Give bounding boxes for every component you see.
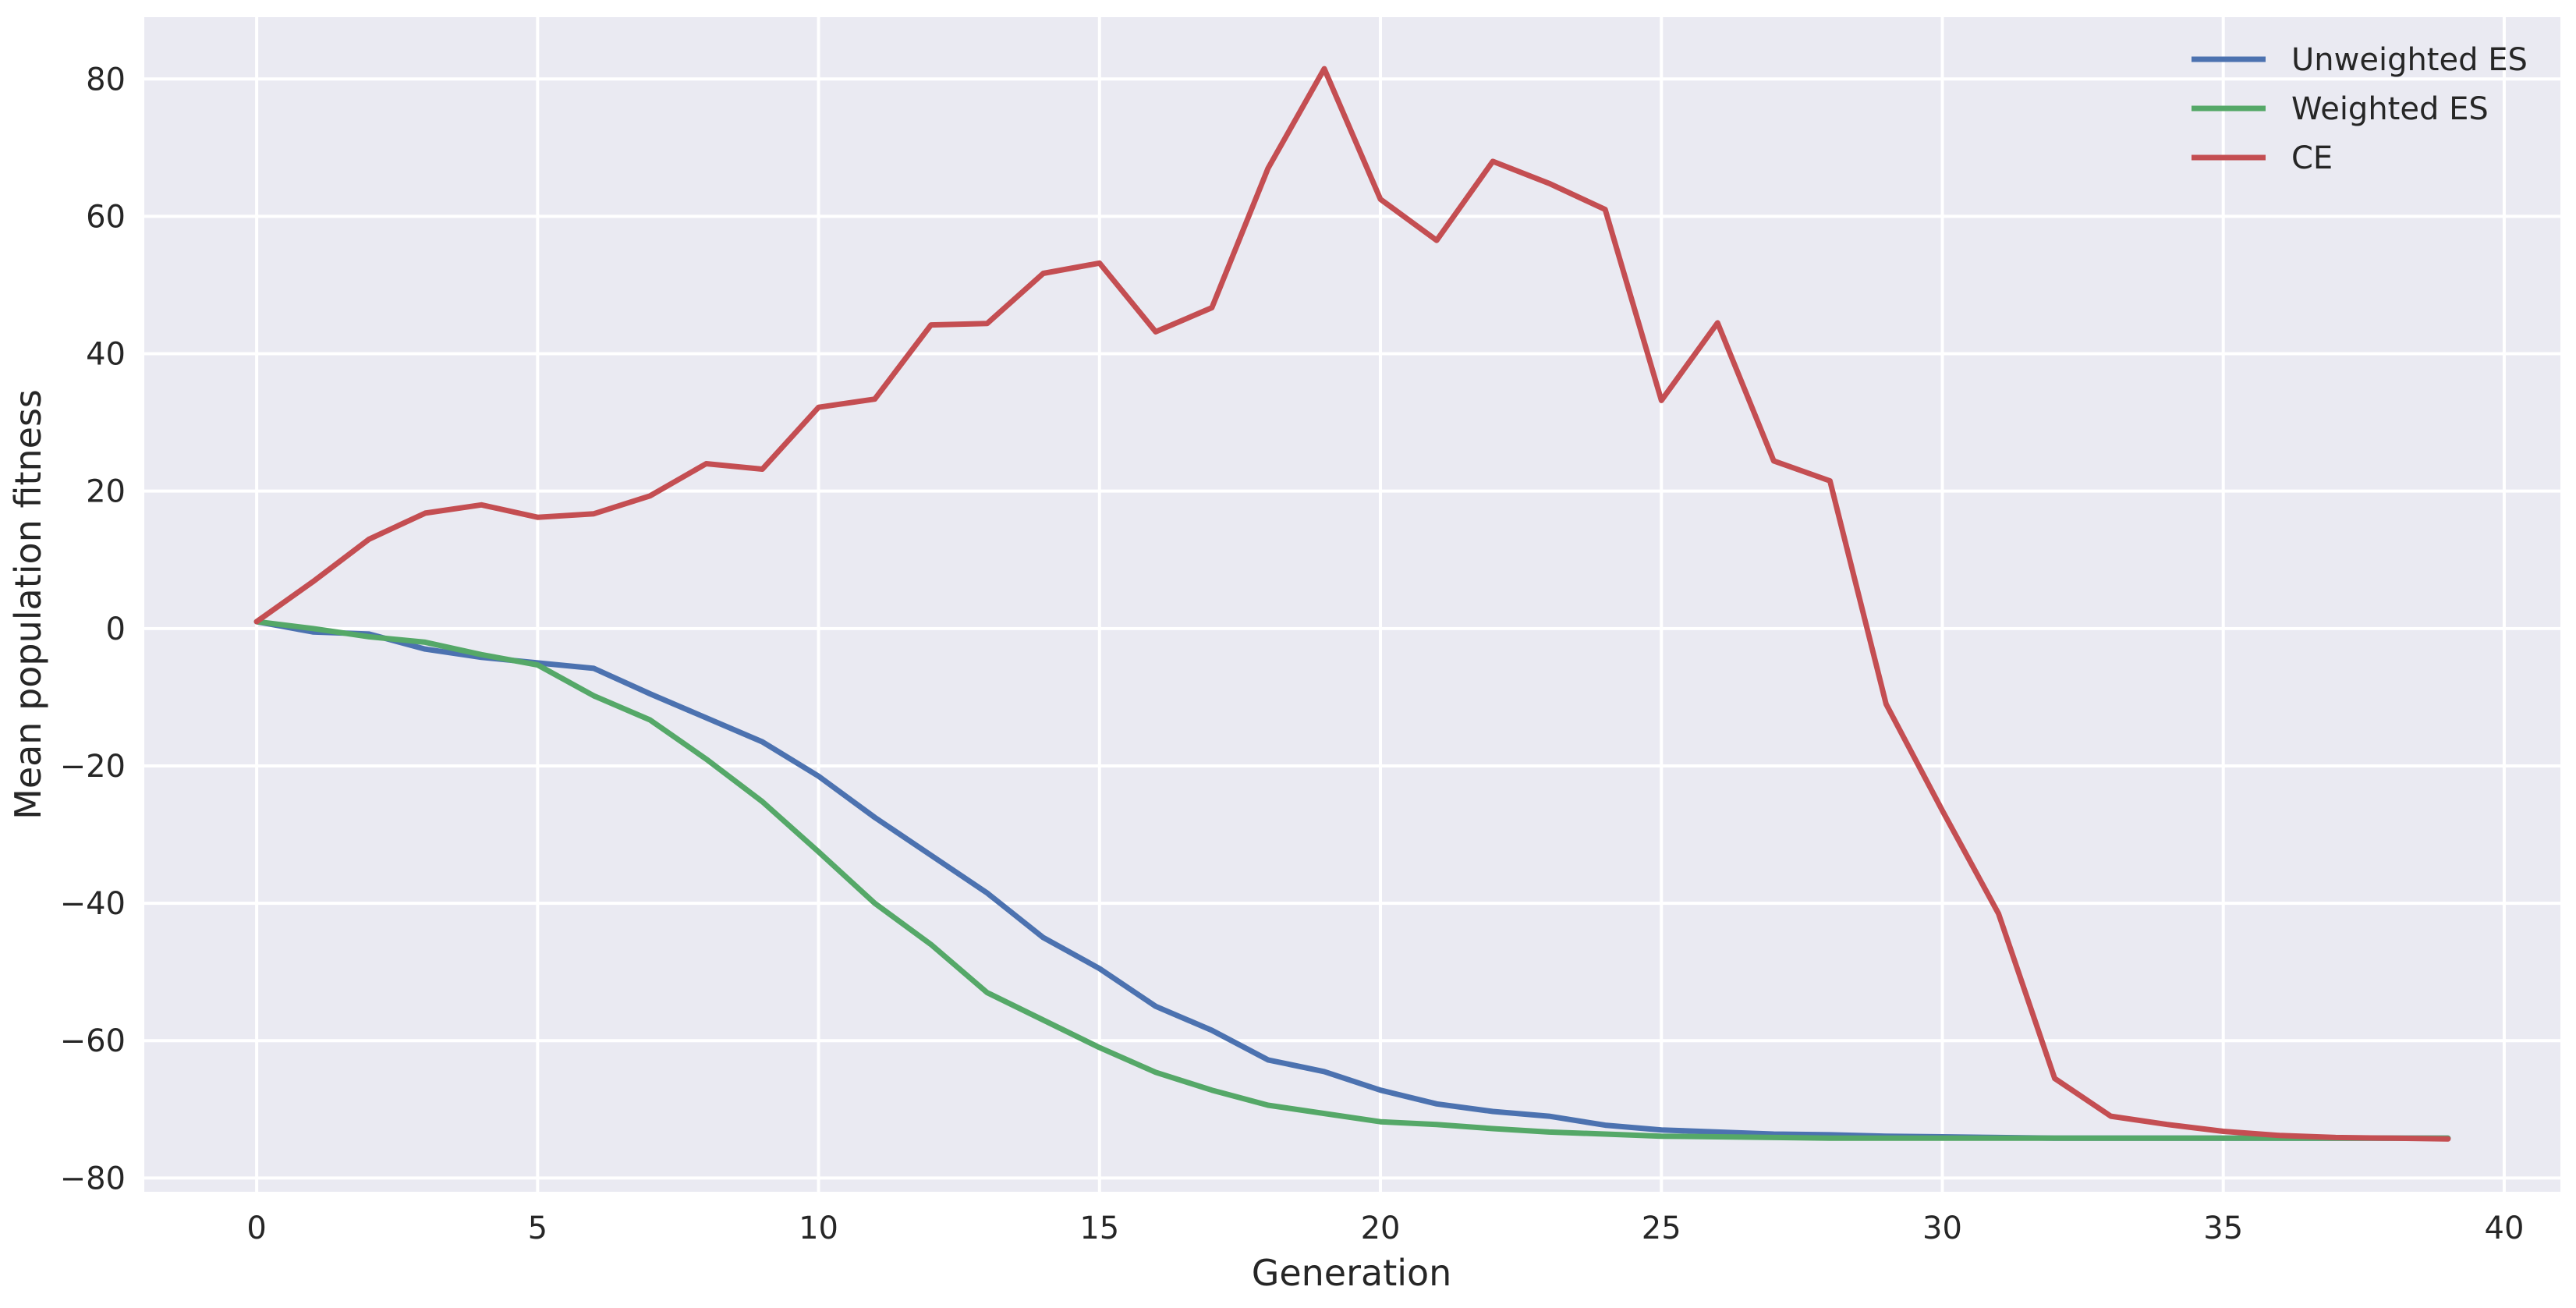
- y-axis-label: Mean population fitness: [7, 389, 49, 820]
- legend: Unweighted ES Weighted ES CE: [2192, 42, 2528, 176]
- x-tick-labels: 0 5 10 15 20 25 30 35 40: [246, 1211, 2524, 1246]
- x-tick-label: 30: [1922, 1211, 1962, 1246]
- y-tick-label: 0: [106, 611, 126, 647]
- x-tick-label: 15: [1079, 1211, 1119, 1246]
- y-tick-label: 40: [86, 337, 126, 373]
- series-lines: [253, 66, 2451, 1142]
- x-tick-label: 25: [1642, 1211, 1681, 1246]
- legend-label: Weighted ES: [2291, 91, 2489, 127]
- y-tick-label: −80: [60, 1161, 126, 1196]
- x-tick-label: 5: [528, 1211, 547, 1246]
- legend-label: Unweighted ES: [2291, 42, 2528, 78]
- y-tick-label: −20: [60, 749, 126, 785]
- x-axis-label: Generation: [1252, 1252, 1452, 1294]
- y-tick-labels: −80 −60 −40 −20 0 20 40 60 80: [60, 62, 126, 1196]
- x-tick-label: 20: [1361, 1211, 1401, 1246]
- legend-label: CE: [2291, 140, 2333, 176]
- series-line-weighted-es: [253, 619, 2451, 1141]
- grid: [144, 17, 2560, 1192]
- y-tick-label: 20: [86, 474, 126, 510]
- y-tick-label: 60: [86, 199, 126, 235]
- x-tick-label: 0: [246, 1211, 266, 1246]
- x-tick-label: 10: [799, 1211, 838, 1246]
- y-tick-label: −40: [60, 886, 126, 922]
- series-line-ce: [253, 66, 2451, 1142]
- plot-area: [144, 17, 2560, 1192]
- y-tick-label: −60: [60, 1023, 126, 1059]
- x-tick-label: 35: [2203, 1211, 2243, 1246]
- x-tick-label: 40: [2485, 1211, 2525, 1246]
- y-tick-label: 80: [86, 62, 126, 97]
